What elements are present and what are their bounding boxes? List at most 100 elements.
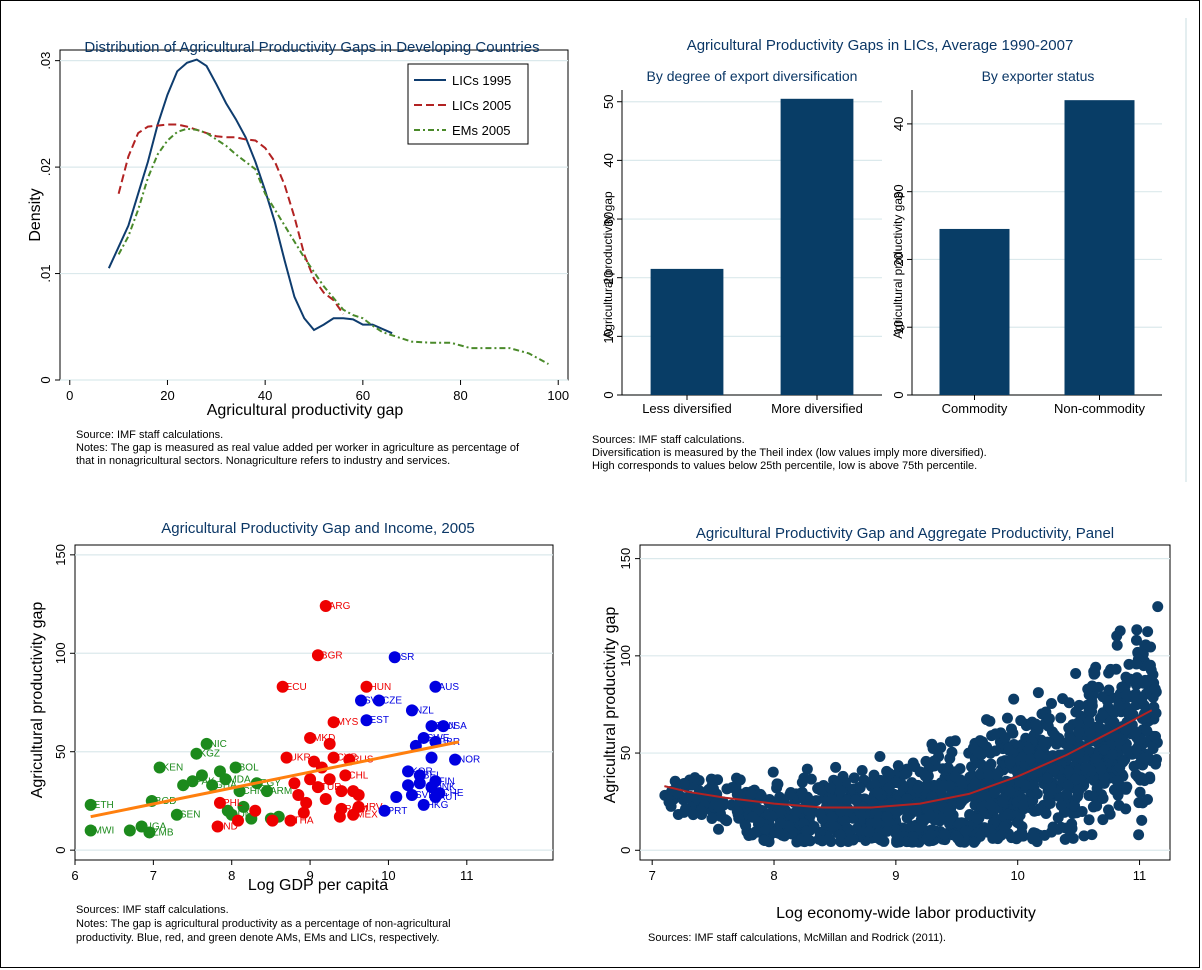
panel-point-1283 (1086, 680, 1098, 692)
panel-grid (640, 558, 1170, 851)
bar-chart-title: Agricultural Productivity Gaps in LICs, … (687, 37, 1074, 54)
bar-panel-1-bar-0 (650, 268, 724, 395)
panel-point-1097 (1005, 723, 1017, 735)
income-point-17 (229, 761, 242, 774)
income-point-6 (153, 761, 166, 774)
income-point-label-26: ARG (329, 601, 351, 612)
income-point-60 (388, 651, 401, 664)
bar-panel-2-category-label-1: Non-commodity (1054, 401, 1146, 416)
income-point-31 (304, 731, 317, 744)
panel-point-1161 (752, 803, 764, 815)
panel-point-1329 (1111, 775, 1123, 787)
income-point-label-49: PHL (223, 798, 243, 809)
income-point-40 (323, 773, 336, 786)
panel-x-tick-label-4: 11 (1133, 868, 1147, 883)
income-point-label-75: FIN (438, 776, 454, 787)
panel-point-918 (1016, 821, 1028, 833)
income-point-47 (319, 792, 332, 805)
panel-point-1203 (839, 815, 851, 827)
panel-point-1399 (746, 811, 758, 823)
income-chart-title: Agricultural Productivity Gap and Income… (161, 520, 475, 537)
income-point-62 (355, 694, 368, 707)
panel-point-338 (1070, 667, 1082, 679)
income-point-46 (292, 789, 305, 802)
density-x-axis-label: Agricultural productivity gap (207, 402, 404, 419)
panel-point-1391 (731, 788, 743, 800)
density-axes: 0 .01 .02 .03 0 20 40 60 80 100 (38, 52, 569, 403)
density-x-tick-label-4: 80 (453, 388, 467, 403)
panel-point-927 (1090, 661, 1102, 673)
panel-x-tick-label-2: 9 (892, 868, 899, 883)
panel-point-1387 (850, 794, 862, 806)
density-x-tick-label-1: 20 (160, 388, 174, 403)
panel-point-1259 (901, 793, 913, 805)
panel-point-1182 (956, 778, 968, 790)
panel-point-654 (898, 768, 910, 780)
panel-point-847 (1128, 760, 1140, 772)
income-point-label-51: HRV (362, 802, 383, 813)
panel-point-1299 (1108, 730, 1120, 742)
income-point-8 (177, 779, 190, 792)
panel-point-864 (1055, 712, 1067, 724)
income-point-82 (378, 804, 391, 817)
panel-fit-curve (664, 709, 1153, 809)
panel-point-1392 (1038, 737, 1050, 749)
panel-point-343 (767, 766, 779, 778)
panel-point-1365 (1032, 805, 1044, 817)
panel-point-1389 (742, 796, 754, 808)
panel-fit-line (664, 709, 1153, 809)
panel-point-1385 (808, 821, 820, 833)
income-x-tick-label-3: 9 (306, 868, 313, 883)
density-source: Source: IMF staff calculations. (76, 429, 223, 441)
income-point-label-64: NZL (415, 705, 434, 716)
panel-point-1296 (1097, 709, 1109, 721)
panel-point-1147 (1130, 726, 1142, 738)
panel-point-1345 (802, 834, 814, 846)
bar-panel-1-category-label-0: Less diversified (642, 401, 732, 416)
panel-point-1358 (1138, 752, 1150, 764)
panel-point-1030 (1130, 658, 1142, 670)
panel-point-1221 (1121, 689, 1133, 701)
panel-point-1122 (874, 750, 886, 762)
panel-point-939 (1134, 786, 1146, 798)
income-note-line-2: productivity. Blue, red, and green denot… (76, 932, 439, 944)
income-point-label-67: USA (446, 721, 467, 732)
panel-y-tick-label-2: 100 (618, 645, 633, 667)
panel-point-572 (801, 763, 813, 775)
income-point-56 (266, 814, 279, 827)
income-point-label-19: CHN (243, 786, 265, 797)
panel-point-1192 (881, 811, 893, 823)
income-point-label-71: NOR (458, 755, 480, 766)
panel-point-1025 (1121, 781, 1133, 793)
panel-point-1334 (937, 780, 949, 792)
income-point-41 (288, 777, 301, 790)
panel-point-1370 (1031, 836, 1043, 848)
panel-x-tick-label-1: 8 (770, 868, 777, 883)
panel-point-582 (1015, 715, 1027, 727)
panel-point-1266 (802, 805, 814, 817)
panel-point-1328 (1042, 772, 1054, 784)
bar-note-line-2: High corresponds to values below 25th pe… (592, 460, 977, 472)
panel-point-1113 (1060, 822, 1072, 834)
income-point-54 (297, 806, 310, 819)
panel-point-1360 (826, 794, 838, 806)
panel-point-547 (848, 772, 860, 784)
income-point-11 (200, 737, 213, 750)
panel-point-1382 (890, 828, 902, 840)
bar-panel-1-y-tick-label-2: 20 (601, 270, 616, 284)
panel-point-1384 (1002, 808, 1014, 820)
panel-point-1150 (687, 809, 699, 821)
income-point-73 (402, 765, 415, 778)
panel-point-1251 (854, 782, 866, 794)
panel-point-1311 (775, 817, 787, 829)
income-point-9 (186, 775, 199, 788)
panel-point-1359 (1113, 799, 1125, 811)
panel-point-1321 (997, 796, 1009, 808)
panel-point-883 (1001, 712, 1013, 724)
panel-point-796 (1055, 799, 1067, 811)
panel-point-1247 (1073, 784, 1085, 796)
panel-point-1349 (959, 790, 971, 802)
income-point-61 (429, 680, 442, 693)
panel-point-1353 (845, 834, 857, 846)
income-point-45 (352, 789, 365, 802)
